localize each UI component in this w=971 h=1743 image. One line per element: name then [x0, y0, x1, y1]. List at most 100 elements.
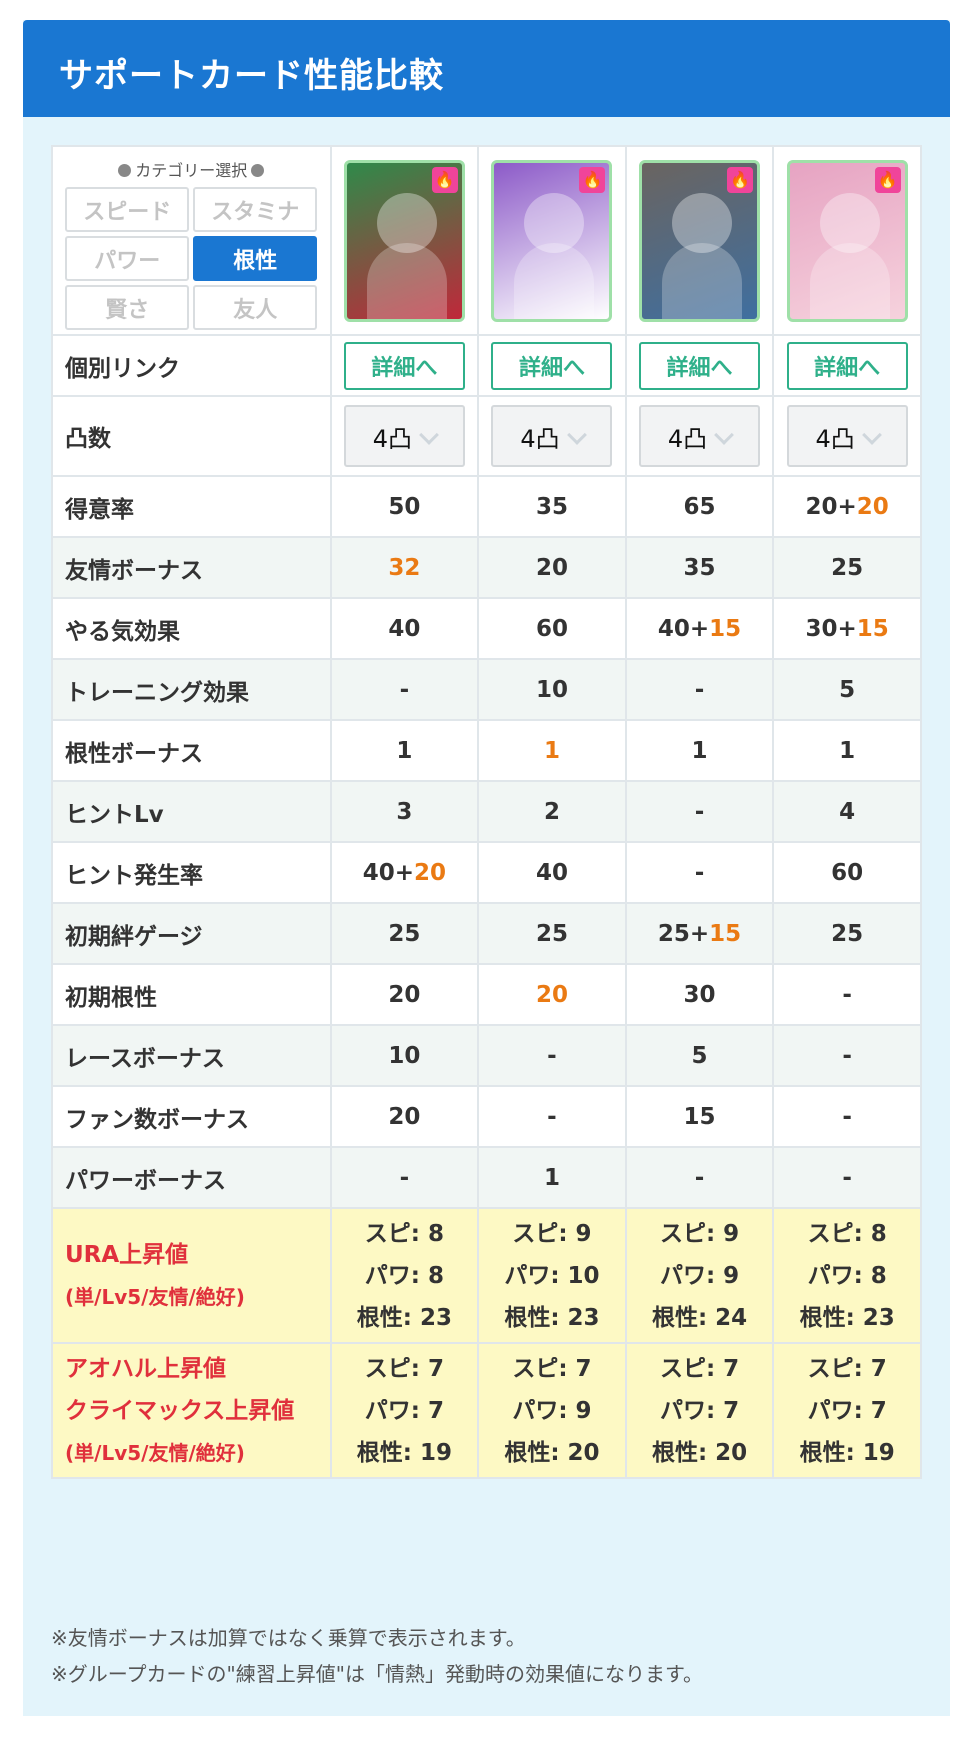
stat-row: ヒント発生率 40+20 40-60	[51, 841, 922, 904]
row-label: 初期絆ゲージ	[51, 902, 332, 965]
stat-value: -	[772, 1146, 922, 1209]
stat-value: 5	[624, 1024, 775, 1087]
stat-value: 30+15	[772, 597, 922, 660]
stat-value: 60	[772, 841, 922, 904]
detail-button[interactable]: 詳細へ	[491, 341, 613, 390]
stat-value: 20	[477, 963, 627, 1026]
growth-value: スピ: 9 パワ: 9 根性: 24	[624, 1207, 775, 1344]
category-option-button[interactable]: スタミナ	[193, 187, 318, 232]
stat-row: ファン数ボーナス 20-15-	[51, 1085, 922, 1148]
chevron-down-icon	[566, 425, 587, 445]
stat-row: パワーボーナス -1- -	[51, 1146, 922, 1209]
flame-icon: 🔥	[874, 166, 901, 193]
comparison-table: カテゴリー選択 スピード スタミナ パワー 根性 賢さ 友人 🔥 🔥 🔥 🔥 個別リンク …	[51, 145, 922, 1479]
card-cell[interactable]: 🔥	[477, 145, 627, 336]
links-row: 個別リンク 詳細へ 詳細へ 詳細へ 詳細へ	[51, 334, 922, 397]
support-card-image[interactable]: 🔥	[639, 159, 761, 322]
stat-value: 25	[329, 902, 480, 965]
category-option-button[interactable]: 友人	[193, 285, 318, 330]
growth-value: スピ: 9 パワ: 10 根性: 23	[477, 1207, 627, 1344]
stat-value: 35	[624, 536, 775, 599]
stat-value: -	[624, 780, 775, 843]
detail-button[interactable]: 詳細へ	[639, 341, 761, 390]
row-label: 友情ボーナス	[51, 536, 332, 599]
aoharu-row: アオハル上昇値 クライマックス上昇値 (単/Lv5/友情/絶好) スピ: 7 パワ: 7…	[51, 1342, 922, 1479]
stat-value: 1	[624, 719, 775, 782]
stat-value: -	[772, 1085, 922, 1148]
stat-value: 65	[624, 475, 775, 538]
limit-break-row: 凸数 4凸 4凸 4凸 4凸	[51, 395, 922, 477]
stat-row: レースボーナス 10-5-	[51, 1024, 922, 1087]
category-title: カテゴリー選択	[63, 157, 320, 181]
card-cell[interactable]: 🔥	[329, 145, 480, 336]
bonus-value: 20	[856, 493, 889, 520]
row-label: 根性ボーナス	[51, 719, 332, 782]
detail-button[interactable]: 詳細へ	[343, 341, 465, 390]
row-label: 得意率	[51, 475, 332, 538]
bonus-value: 15	[709, 920, 742, 947]
growth-value: スピ: 8 パワ: 8 根性: 23	[772, 1207, 922, 1344]
stat-value: 1	[329, 719, 480, 782]
stat-value: -	[477, 1024, 627, 1087]
note-line: ※友情ボーナスは加算ではなく乗算で表示されます。	[51, 1626, 526, 1650]
card-cell[interactable]: 🔥	[624, 145, 775, 336]
card-cell[interactable]: 🔥	[772, 145, 922, 336]
limit-break-select[interactable]: 4凸	[343, 405, 465, 467]
stat-row: 初期根性 20 20 30-	[51, 963, 922, 1026]
stat-value: 4	[772, 780, 922, 843]
stat-value: -	[329, 1146, 480, 1209]
bonus-value: 20	[413, 859, 446, 886]
chevron-down-icon	[861, 425, 882, 445]
ura-row: URA上昇値 (単/Lv5/友情/絶好) スピ: 8 パワ: 8 根性: 23 スピ: 9…	[51, 1207, 922, 1344]
category-option-button[interactable]: スピード	[65, 187, 190, 232]
stat-value: 60	[477, 597, 627, 660]
row-label: アオハル上昇値 クライマックス上昇値 (単/Lv5/友情/絶好)	[51, 1342, 332, 1479]
stat-value: 20+20	[772, 475, 922, 538]
stat-value: -	[624, 658, 775, 721]
limit-break-select[interactable]: 4凸	[491, 405, 613, 467]
limit-break-select[interactable]: 4凸	[786, 405, 908, 467]
category-option-button[interactable]: 根性	[193, 236, 318, 281]
flame-icon: 🔥	[727, 166, 754, 193]
growth-value: スピ: 7 パワ: 7 根性: 19	[329, 1342, 480, 1479]
bullet-icon	[118, 164, 132, 177]
row-label: 初期根性	[51, 963, 332, 1026]
stat-value: 30	[624, 963, 775, 1026]
support-card-image[interactable]: 🔥	[786, 159, 908, 322]
stat-value: -	[624, 841, 775, 904]
stat-row: 根性ボーナス 1 1 1 1	[51, 719, 922, 782]
stat-row: 友情ボーナス 32 20 35 25	[51, 536, 922, 599]
bullet-icon	[251, 164, 265, 177]
stat-row: ヒントLv 3 2-4	[51, 780, 922, 843]
bonus-value: 32	[388, 554, 421, 581]
stat-value: 32	[329, 536, 480, 599]
stat-value: 40+20	[329, 841, 480, 904]
stat-value: 1	[477, 1146, 627, 1209]
support-card-image[interactable]: 🔥	[343, 159, 465, 322]
bonus-value: 15	[856, 615, 889, 642]
card-header-row: カテゴリー選択 スピード スタミナ パワー 根性 賢さ 友人 🔥 🔥 🔥 🔥	[51, 145, 922, 336]
bonus-value: 15	[709, 615, 742, 642]
category-option-button[interactable]: パワー	[65, 236, 190, 281]
row-label: URA上昇値 (単/Lv5/友情/絶好)	[51, 1207, 332, 1344]
stat-value: -	[329, 658, 480, 721]
stat-value: 20	[329, 963, 480, 1026]
stat-row: トレーニング効果 -10-5	[51, 658, 922, 721]
bonus-value: 20	[535, 981, 568, 1008]
stat-value: 50	[329, 475, 480, 538]
stat-value: -	[772, 963, 922, 1026]
row-label: ヒントLv	[51, 780, 332, 843]
growth-value: スピ: 7 パワ: 7 根性: 20	[624, 1342, 775, 1479]
stat-row: やる気効果 40 60 40+15 30+15	[51, 597, 922, 660]
notes: ※友情ボーナスは加算ではなく乗算で表示されます。 ※グループカードの"練習上昇値…	[51, 1620, 931, 1692]
limit-break-select[interactable]: 4凸	[639, 405, 761, 467]
stat-value: 1	[477, 719, 627, 782]
row-label: ファン数ボーナス	[51, 1085, 332, 1148]
stat-value: 15	[624, 1085, 775, 1148]
support-card-image[interactable]: 🔥	[491, 159, 613, 322]
stat-value: -	[624, 1146, 775, 1209]
stat-row: 得意率 50 35 65 20+20	[51, 475, 922, 538]
category-option-button[interactable]: 賢さ	[65, 285, 190, 330]
detail-button[interactable]: 詳細へ	[786, 341, 908, 390]
chevron-down-icon	[419, 425, 439, 445]
